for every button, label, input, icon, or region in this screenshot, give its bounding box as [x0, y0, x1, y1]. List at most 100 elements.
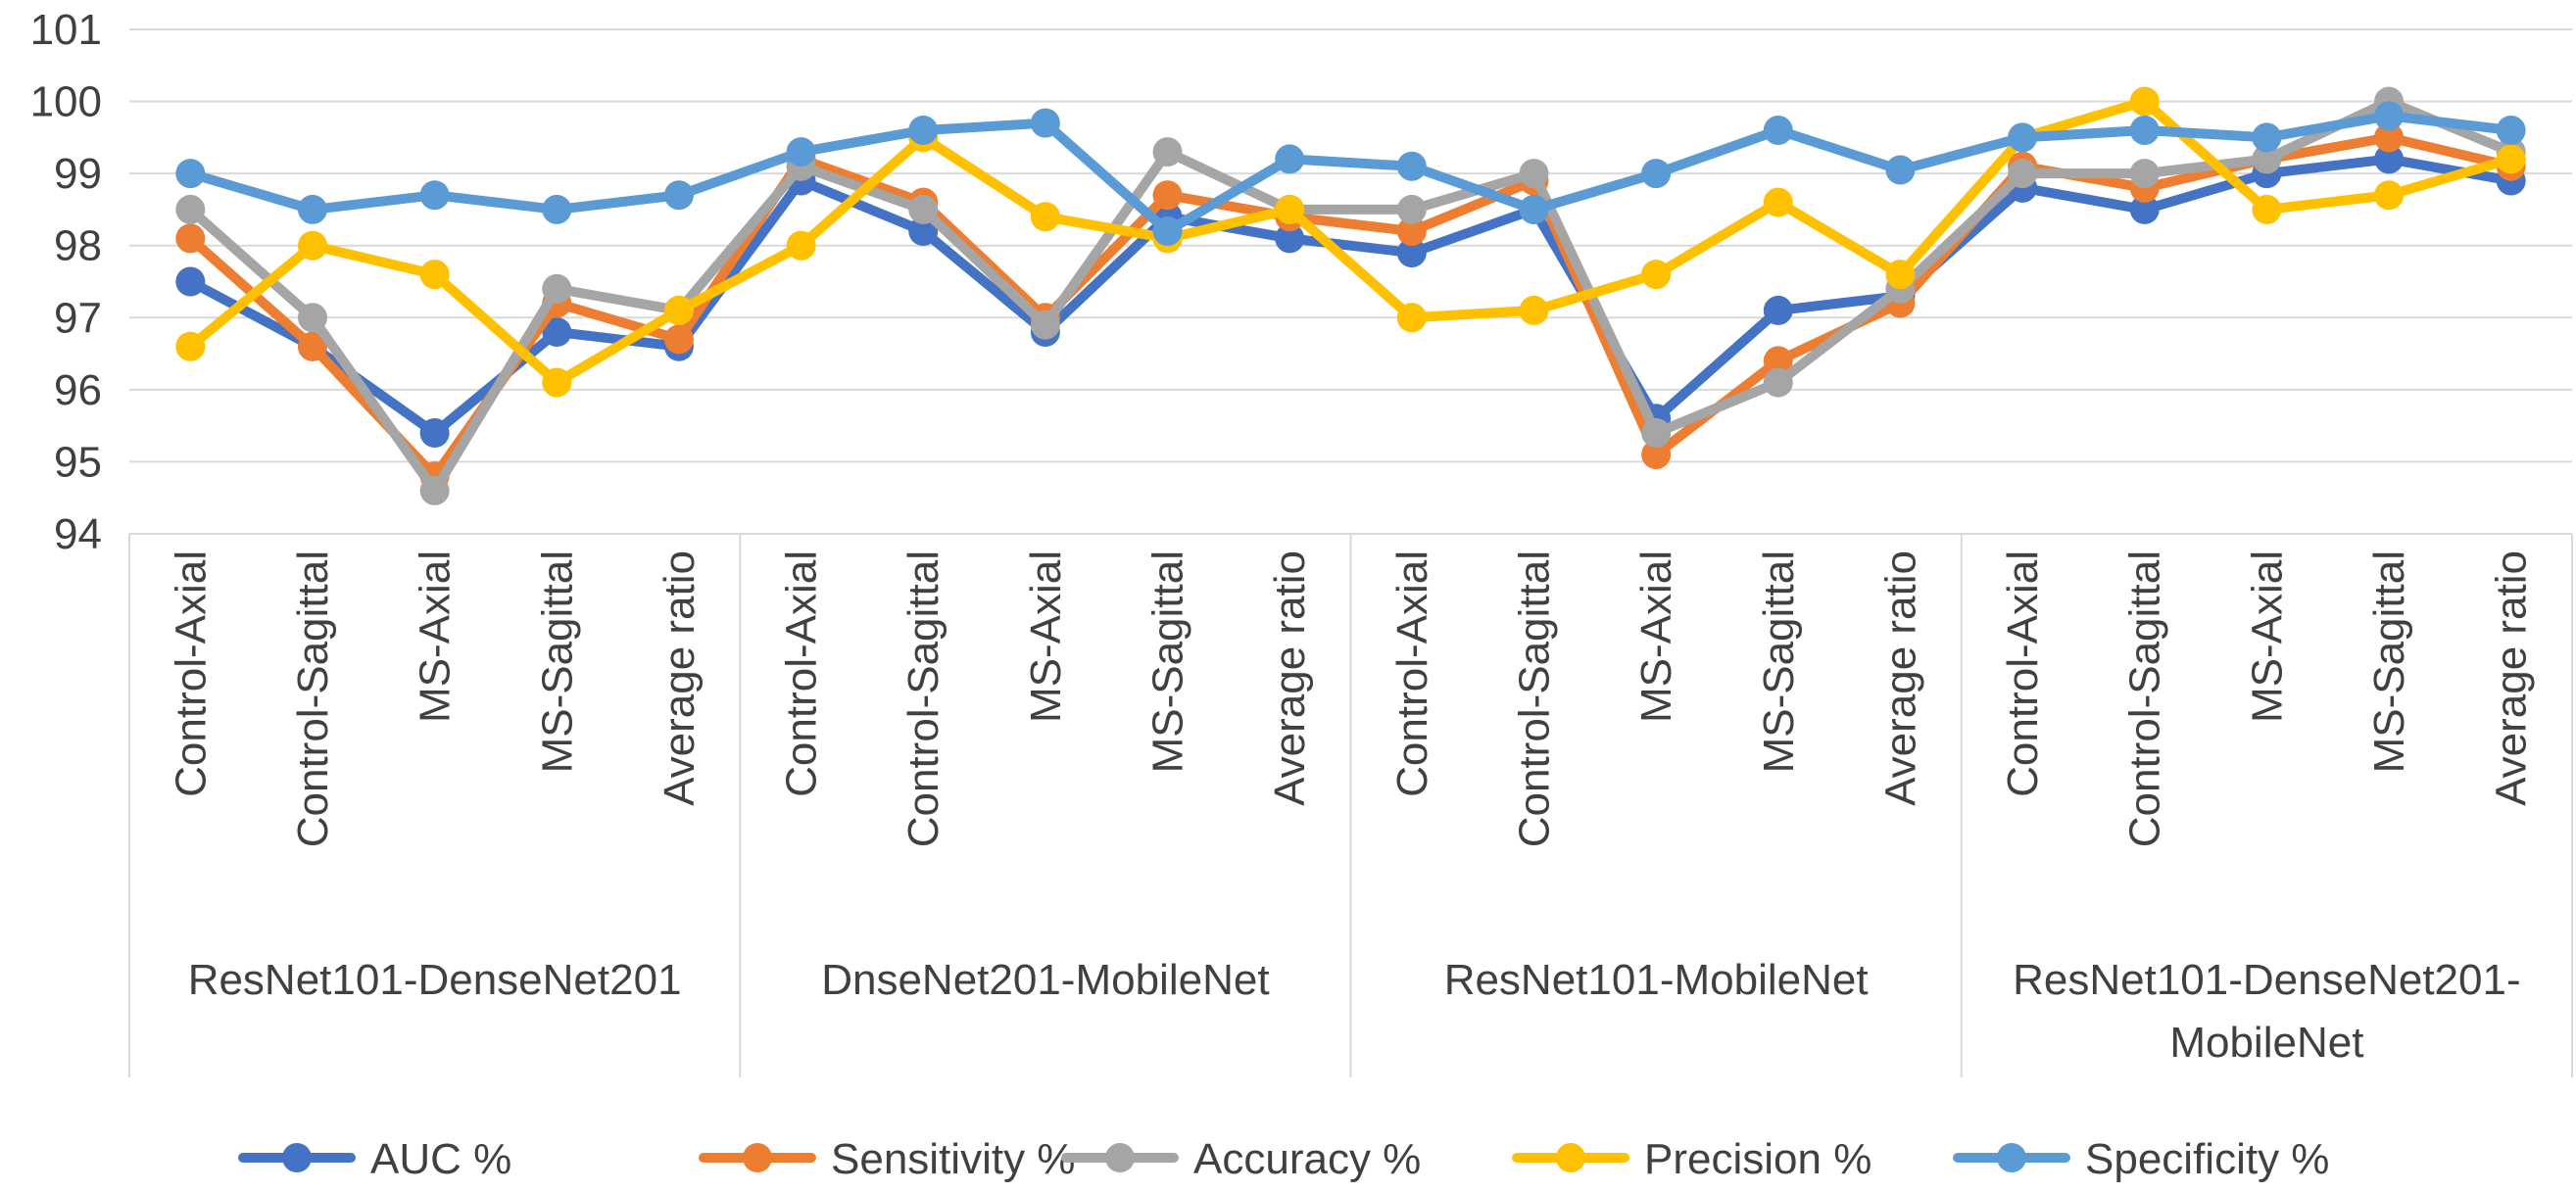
series-specificity — [175, 101, 2526, 246]
data-point-specificity — [2374, 101, 2405, 131]
data-point-specificity — [786, 137, 816, 167]
data-point-specificity — [175, 159, 206, 189]
data-point-sensitivity — [175, 223, 206, 254]
gridlines — [129, 28, 2572, 535]
data-point-accuracy — [2008, 159, 2038, 189]
group-label-resnet101-densenet201: ResNet101-DenseNet201 — [188, 956, 682, 1004]
data-point-specificity — [1641, 159, 1672, 189]
data-point-auc — [175, 266, 206, 297]
legend-item-accuracy: Accuracy % — [1061, 1135, 1421, 1183]
y-tick-label: 99 — [54, 150, 102, 198]
data-point-precision — [1641, 260, 1672, 290]
legend-item-sensitivity: Sensitivity % — [699, 1135, 1075, 1183]
legend-marker — [1997, 1143, 2026, 1172]
data-point-precision — [1763, 187, 1793, 217]
category-label-control-sagittal: Control-Sagittal — [289, 550, 337, 847]
data-point-precision — [1030, 202, 1060, 232]
data-point-precision — [1275, 194, 1305, 224]
legend-label: Specificity % — [2085, 1135, 2329, 1183]
category-label-ms-sagittal: MS-Sagittal — [1755, 550, 1803, 773]
y-tick-label: 97 — [54, 294, 102, 342]
data-point-accuracy — [2129, 159, 2160, 189]
y-tick-label: 101 — [30, 6, 102, 54]
y-tick-label: 98 — [54, 222, 102, 270]
data-point-specificity — [908, 116, 939, 145]
series-line-sensitivity — [185, 132, 2516, 482]
legend-marker — [282, 1143, 312, 1172]
data-point-sensitivity — [663, 324, 694, 355]
series-lines — [175, 86, 2526, 505]
data-point-precision — [297, 230, 327, 261]
category-label-average-ratio: Average ratio — [2488, 550, 2536, 806]
data-point-auc — [419, 418, 450, 448]
series-sensitivity — [175, 122, 2526, 492]
data-point-precision — [2374, 180, 2405, 211]
data-point-accuracy — [297, 303, 327, 333]
y-tick-label: 100 — [30, 78, 102, 126]
category-label-average-ratio: Average ratio — [1876, 550, 1924, 806]
series-line-precision — [185, 96, 2516, 388]
data-point-accuracy — [908, 194, 939, 224]
category-label-ms-axial: MS-Axial — [412, 550, 460, 723]
category-label-ms-axial: MS-Axial — [2243, 550, 2291, 723]
category-label-control-axial: Control-Axial — [167, 550, 215, 797]
data-point-precision — [2129, 86, 2160, 117]
category-label-average-ratio: Average ratio — [1266, 550, 1314, 806]
y-axis-ticks: 94 95 96 97 98 99 100 101 — [30, 6, 102, 558]
data-point-specificity — [1396, 151, 1427, 181]
data-point-precision — [1396, 303, 1427, 333]
data-point-specificity — [542, 194, 572, 224]
y-tick-label: 95 — [54, 438, 102, 486]
legend-label: Accuracy % — [1193, 1135, 1421, 1183]
data-point-precision — [786, 230, 816, 261]
data-point-sensitivity — [297, 331, 327, 361]
data-point-accuracy — [1396, 194, 1427, 224]
data-point-specificity — [297, 194, 327, 224]
data-point-auc — [2129, 194, 2160, 224]
data-point-auc — [908, 216, 939, 246]
legend: AUC % Sensitivity % Accuracy % Precision % S… — [238, 1135, 2329, 1183]
legend-label: Precision % — [1644, 1135, 1871, 1183]
legend-label: AUC % — [370, 1135, 511, 1183]
data-point-specificity — [419, 180, 450, 211]
data-point-accuracy — [419, 475, 450, 505]
series-line-specificity — [185, 111, 2516, 236]
data-point-sensitivity — [1763, 346, 1793, 376]
category-label-control-axial: Control-Axial — [1388, 550, 1436, 797]
data-point-specificity — [1885, 155, 1916, 185]
data-point-specificity — [2008, 122, 2038, 153]
data-point-specificity — [2496, 116, 2526, 145]
data-point-accuracy — [175, 194, 206, 224]
legend-marker — [1556, 1143, 1585, 1172]
data-point-auc — [2374, 144, 2405, 174]
data-point-specificity — [2129, 116, 2160, 145]
data-point-sensitivity — [1396, 216, 1427, 246]
data-point-sensitivity — [1641, 440, 1672, 470]
category-label-ms-sagittal: MS-Sagittal — [2365, 550, 2413, 773]
data-point-specificity — [1275, 144, 1305, 174]
category-label-control-sagittal: Control-Sagittal — [1510, 550, 1558, 847]
data-point-specificity — [663, 180, 694, 211]
data-point-precision — [1519, 295, 1549, 325]
data-point-accuracy — [1763, 367, 1793, 398]
category-axis: Control-Axial Control-Sagittal MS-Axial MS-… — [128, 534, 2573, 1077]
data-point-accuracy — [1152, 137, 1183, 167]
data-point-precision — [419, 260, 450, 290]
legend-label: Sensitivity % — [831, 1135, 1075, 1183]
group-label-dnsenet201-mobilenet: DnseNet201-MobileNet — [821, 956, 1269, 1004]
data-point-specificity — [1519, 194, 1549, 224]
legend-item-specificity: Specificity % — [1953, 1135, 2329, 1183]
data-point-accuracy — [1641, 418, 1672, 448]
category-label-ms-axial: MS-Axial — [1632, 550, 1680, 723]
data-point-precision — [175, 331, 206, 361]
data-point-auc — [542, 317, 572, 347]
legend-item-auc: AUC % — [238, 1135, 511, 1183]
data-point-accuracy — [1519, 159, 1549, 189]
data-point-specificity — [1030, 108, 1060, 138]
category-label-control-sagittal: Control-Sagittal — [2121, 550, 2169, 847]
category-label-control-axial: Control-Axial — [1999, 550, 2047, 797]
category-label-ms-sagittal: MS-Sagittal — [1144, 550, 1192, 773]
data-point-auc — [1763, 295, 1793, 325]
data-point-sensitivity — [2374, 122, 2405, 153]
